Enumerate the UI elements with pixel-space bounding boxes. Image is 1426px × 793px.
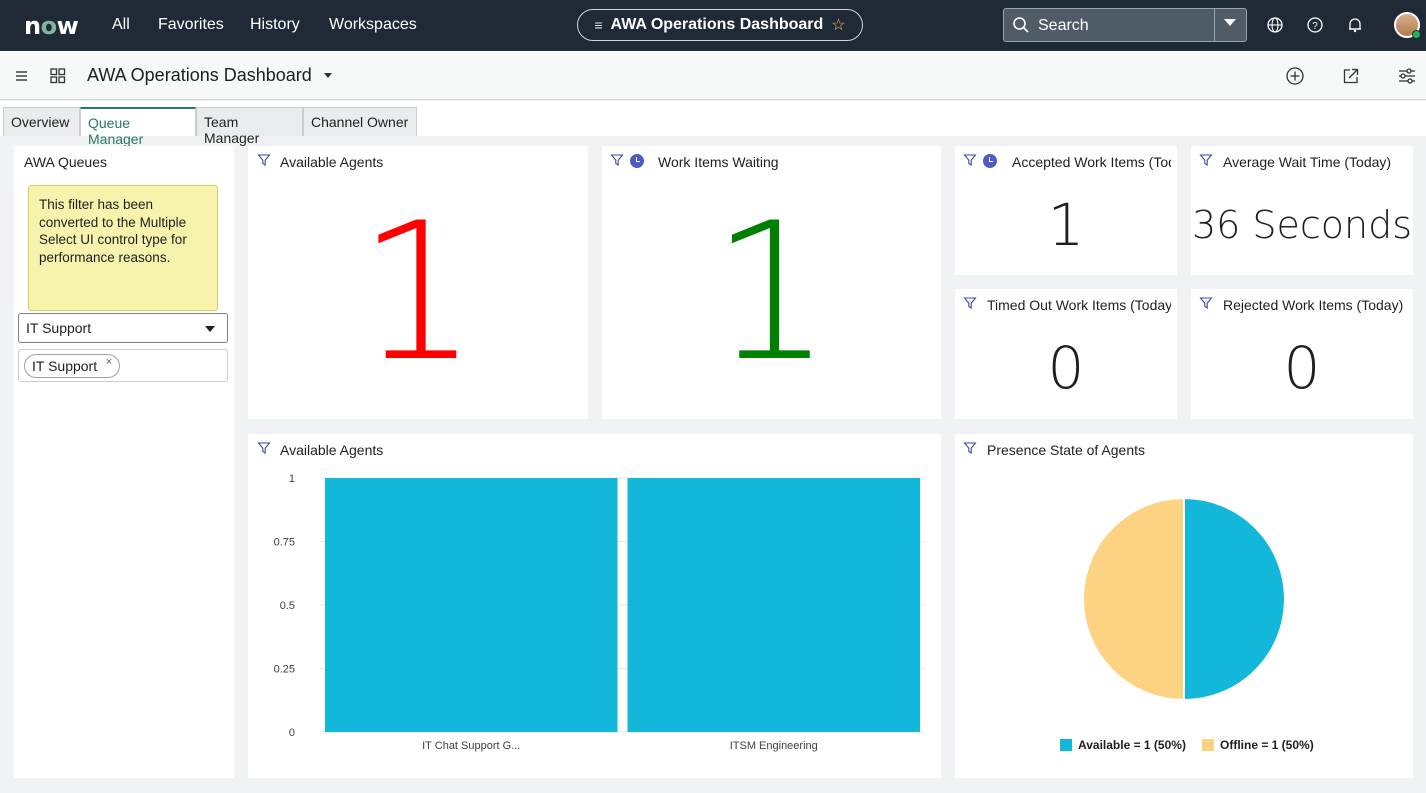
page-title: AWA Operations Dashboard: [87, 65, 312, 85]
work-items-waiting-value[interactable]: 1: [711, 182, 832, 403]
y-tick-label: 0.75: [274, 537, 295, 549]
bar[interactable]: [325, 478, 618, 732]
nav-workspaces[interactable]: Workspaces: [329, 16, 417, 33]
bar[interactable]: [627, 478, 921, 732]
widget-title: Average Wait Time (Today): [1223, 154, 1392, 170]
nav-favorites[interactable]: Favorites: [158, 16, 224, 33]
servicenow-logo[interactable]: now: [24, 12, 79, 40]
widget-title: Presence State of Agents: [987, 442, 1145, 458]
work-items-waiting-widget: Work Items Waiting 1: [602, 146, 941, 419]
widget-title: Timed Out Work Items (Today): [987, 297, 1171, 313]
search-dropdown-icon[interactable]: [1224, 19, 1236, 26]
filter-icon[interactable]: [610, 153, 624, 167]
filter-icon[interactable]: [963, 296, 977, 310]
y-tick-label: 0: [289, 727, 295, 739]
pie-chart: [1082, 496, 1286, 702]
y-tick-label: 1: [289, 473, 295, 485]
dashboard-header: AWA Operations Dashboard: [0, 51, 1426, 100]
y-tick-label: 0.5: [280, 600, 295, 612]
top-navigation: now All Favorites History Workspaces ≡ A…: [0, 0, 1426, 51]
settings-sliders-icon[interactable]: [1397, 66, 1417, 86]
average-wait-time-value[interactable]: 36 Seconds: [1191, 203, 1413, 247]
filter-icon[interactable]: [1199, 296, 1213, 310]
filter-icon[interactable]: [1199, 153, 1213, 167]
bell-icon[interactable]: [1346, 16, 1364, 34]
filter-conversion-note: This filter has been converted to the Mu…: [28, 185, 218, 311]
dashboard-pill-label: AWA Operations Dashboard: [610, 16, 824, 33]
presence-state-widget: Presence State of Agents Available = 1 (…: [955, 434, 1413, 778]
globe-icon[interactable]: [1266, 16, 1284, 34]
average-wait-time-widget: Average Wait Time (Today) 36 Seconds: [1191, 146, 1413, 275]
pie-slice[interactable]: [1082, 496, 1185, 702]
x-tick-label: IT Chat Support G...: [422, 740, 520, 752]
nav-all[interactable]: All: [112, 16, 130, 33]
add-widget-icon[interactable]: [1285, 66, 1305, 86]
timed-out-work-items-value[interactable]: 0: [1047, 334, 1085, 402]
help-icon[interactable]: ?: [1306, 16, 1324, 34]
legend-item-offline[interactable]: Offline = 1 (50%): [1202, 738, 1314, 752]
star-icon[interactable]: ☆: [831, 17, 846, 34]
legend-swatch: [1202, 739, 1214, 751]
user-avatar[interactable]: [1394, 12, 1421, 39]
legend-item-available[interactable]: Available = 1 (50%): [1060, 738, 1186, 752]
filter-icon[interactable]: [257, 153, 271, 167]
available-agents-value[interactable]: 1: [357, 182, 479, 403]
widget-title: Available Agents: [280, 442, 384, 458]
tab-team-manager[interactable]: Team Manager: [196, 107, 303, 146]
accepted-work-items-widget: Accepted Work Items (Today) 1: [955, 146, 1177, 275]
widget-title: Accepted Work Items (Today): [1012, 154, 1171, 170]
online-status-icon: [1412, 30, 1421, 39]
y-tick-label: 0.25: [274, 664, 295, 676]
legend-swatch: [1060, 739, 1072, 751]
timed-out-work-items-widget: Timed Out Work Items (Today) 0: [955, 289, 1177, 419]
menu-icon[interactable]: [12, 66, 32, 86]
legend-label: Available = 1 (50%): [1078, 738, 1186, 752]
tab-channel-owner[interactable]: Channel Owner: [303, 107, 417, 136]
title-dropdown-icon[interactable]: [324, 73, 332, 78]
widget-title: Available Agents: [280, 154, 384, 170]
filter-icon[interactable]: [257, 441, 271, 455]
clock-icon: [630, 154, 644, 168]
accepted-work-items-value[interactable]: 1: [1047, 191, 1085, 259]
share-icon[interactable]: [1341, 66, 1361, 86]
widget-title: Work Items Waiting: [658, 154, 779, 170]
search-divider: [1214, 9, 1215, 41]
rejected-work-items-widget: Rejected Work Items (Today) 0: [1191, 289, 1413, 419]
tab-queue-manager[interactable]: Queue Manager: [80, 107, 196, 147]
x-tick-label: ITSM Engineering: [730, 740, 818, 752]
chip-remove-icon[interactable]: ×: [105, 356, 113, 368]
legend-label: Offline = 1 (50%): [1220, 738, 1314, 752]
bar-chart: 0 0.25 0.5 0.75 1 IT Chat Support G... ITSM En…: [274, 473, 925, 752]
dashboard-context-pill[interactable]: ≡ AWA Operations Dashboard ☆: [577, 9, 863, 41]
dashboard-tabs: Overview Queue Manager Team Manager Chan…: [0, 101, 1426, 147]
search-icon: [1013, 17, 1029, 33]
tab-overview[interactable]: Overview: [3, 107, 80, 136]
chevron-down-icon: [205, 326, 215, 332]
grid-icon[interactable]: [48, 66, 68, 86]
nav-history[interactable]: History: [250, 16, 300, 33]
selected-queue-chip[interactable]: IT Support ×: [24, 354, 121, 378]
available-agents-bar-widget: Available Agents 0 0.25 0.5 0.75 1 IT Chat Su…: [248, 434, 941, 778]
filter-icon[interactable]: [963, 441, 977, 455]
clock-icon: [983, 154, 997, 168]
widget-title: Rejected Work Items (Today): [1223, 297, 1404, 313]
selected-queues-box[interactable]: IT Support ×: [18, 349, 228, 382]
queue-select[interactable]: IT Support: [18, 313, 228, 343]
list-icon: ≡: [594, 17, 603, 33]
search-input[interactable]: Search: [1038, 17, 1089, 34]
svg-text:?: ?: [1312, 21, 1318, 32]
global-search[interactable]: Search: [1003, 8, 1247, 42]
rejected-work-items-value[interactable]: 0: [1283, 334, 1321, 402]
filter-title: AWA Queues: [24, 154, 108, 170]
filter-icon[interactable]: [963, 153, 977, 167]
queue-select-value: IT Support: [26, 320, 92, 336]
pie-slice[interactable]: [1183, 496, 1286, 702]
chip-label: IT Support: [32, 358, 98, 374]
available-agents-widget: Available Agents 1: [248, 146, 588, 419]
